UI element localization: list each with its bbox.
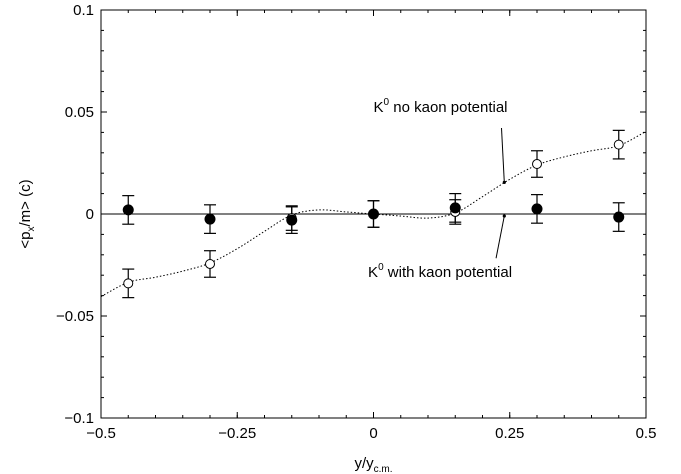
- open-circle-point: [205, 258, 215, 269]
- open-circle-point: [613, 139, 624, 150]
- annotation-base: K: [374, 99, 384, 116]
- y-axis-title: <px/m> (c): [17, 179, 37, 248]
- y-axis-title-sub: x: [26, 226, 37, 231]
- annotation-pointer-dot: [502, 214, 506, 218]
- x-tick-label: 0.5: [636, 425, 657, 442]
- annotation-label: K0 with kaon potential: [368, 262, 512, 281]
- filled-circle-point: [122, 204, 134, 216]
- annotation-text: no kaon potential: [389, 99, 507, 116]
- error-bars: [122, 129, 625, 299]
- x-axis-title-sub: c.m.: [374, 464, 393, 474]
- filled-circle-point: [204, 213, 216, 225]
- annotation-label: K0 no kaon potential: [374, 97, 508, 116]
- annotation-pointer: [495, 215, 505, 259]
- annotation-superscript: 0: [378, 262, 384, 273]
- y-axis-title-rest: /m> (c): [17, 179, 34, 226]
- annotation-pointer: [501, 127, 505, 183]
- y-axis-title-main: <p: [17, 231, 34, 248]
- filled-circle-point: [368, 208, 379, 220]
- x-tick-label: −0.25: [218, 425, 256, 442]
- data-points: [122, 139, 625, 289]
- x-axis-title: y/yc.m.: [354, 455, 392, 474]
- open-circle-point: [532, 159, 542, 170]
- y-tick-label: 0.05: [65, 104, 94, 121]
- x-ticks: −0.5 −0.25 0 0.25 0.5: [86, 10, 656, 442]
- fit-curve-path: [100, 130, 647, 298]
- y-tick-label: −0.05: [56, 308, 94, 325]
- filled-circle-point: [531, 203, 543, 215]
- annotation-base: K: [368, 264, 378, 281]
- annotation-text: with kaon potential: [384, 264, 512, 281]
- x-tick-label: 0.25: [495, 425, 524, 442]
- x-axis-title-main: y/y: [354, 455, 374, 472]
- y-tick-label: 0.1: [73, 2, 94, 19]
- filled-circle-point: [449, 202, 461, 214]
- filled-circle-point: [613, 211, 625, 223]
- annotation-superscript: 0: [384, 97, 390, 108]
- open-circle-point: [123, 278, 134, 289]
- x-tick-label: −0.5: [86, 425, 116, 442]
- y-tick-label: −0.1: [64, 410, 94, 427]
- filled-circle-point: [286, 214, 298, 226]
- x-tick-label: 0: [369, 425, 377, 442]
- y-ticks: −0.1 −0.05 0 0.05 0.1: [56, 2, 646, 427]
- y-tick-label: 0: [86, 206, 94, 223]
- annotation-pointer-dot: [502, 180, 506, 184]
- fit-curve: [100, 130, 647, 298]
